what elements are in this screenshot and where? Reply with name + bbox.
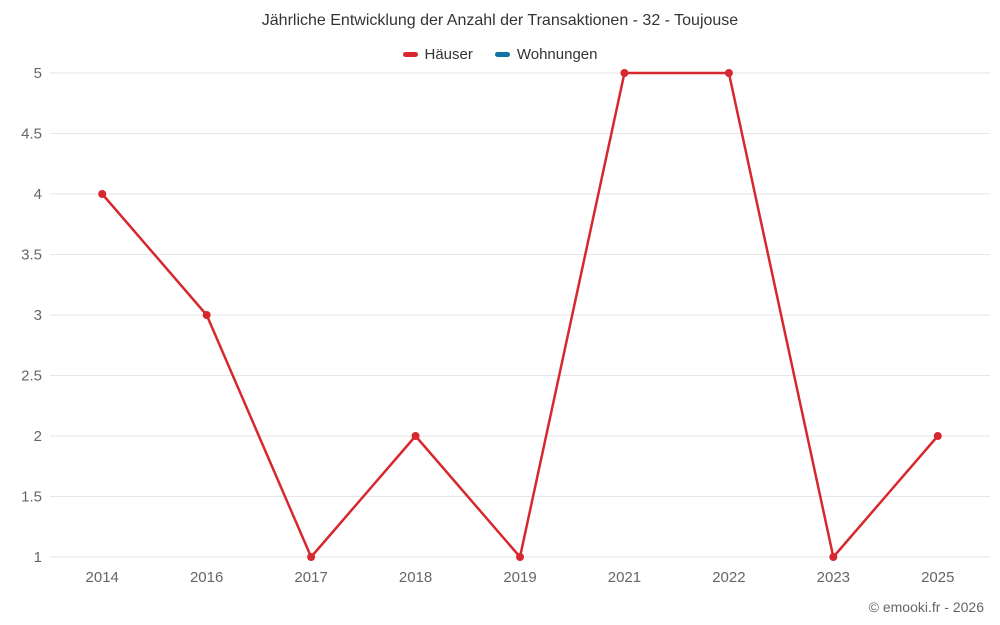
legend-item-haeuser[interactable]: Häuser xyxy=(402,46,473,63)
data-point xyxy=(933,432,942,440)
x-axis-label: 2018 xyxy=(399,569,432,586)
y-axis-label: 4 xyxy=(34,186,42,203)
y-axis-label: 3 xyxy=(34,307,42,324)
x-axis-label: 2022 xyxy=(712,569,745,586)
legend-marker-haeuser-icon xyxy=(402,52,418,57)
chart-title: Jährliche Entwicklung der Anzahl der Tra… xyxy=(261,12,739,29)
data-point xyxy=(98,190,107,198)
x-axis-label: 2023 xyxy=(817,569,850,586)
y-axis-label: 1.5 xyxy=(21,489,42,506)
legend-label-wohnungen: Wohnungen xyxy=(516,46,598,63)
x-axis-label: 2025 xyxy=(921,569,954,586)
data-point xyxy=(202,311,211,319)
legend-item-wohnungen[interactable]: Wohnungen xyxy=(494,46,598,63)
x-axis-label: 2019 xyxy=(503,569,536,586)
x-axis-label: 2016 xyxy=(190,569,223,586)
data-point xyxy=(829,553,838,561)
y-axis-label: 3.5 xyxy=(21,247,42,264)
legend-label-haeuser: Häuser xyxy=(424,46,473,63)
y-axis-label: 2 xyxy=(34,428,42,445)
x-axis-label: 2021 xyxy=(608,569,641,586)
data-point xyxy=(307,553,316,561)
y-axis-label: 1 xyxy=(34,549,42,566)
y-axis-label: 4.5 xyxy=(21,126,42,143)
x-axis-label: 2017 xyxy=(294,569,327,586)
data-point xyxy=(724,69,733,77)
y-axis-label: 2.5 xyxy=(21,368,42,385)
y-axis-label: 5 xyxy=(34,65,42,82)
legend: Häuser Wohnungen xyxy=(0,46,1000,63)
x-axis-label: 2014 xyxy=(86,569,119,586)
data-point xyxy=(516,553,524,561)
credit-link[interactable]: © emooki.fr - 2026 xyxy=(868,599,984,615)
data-point xyxy=(411,432,420,440)
legend-marker-wohnungen-icon xyxy=(494,52,510,57)
data-point xyxy=(620,69,629,77)
